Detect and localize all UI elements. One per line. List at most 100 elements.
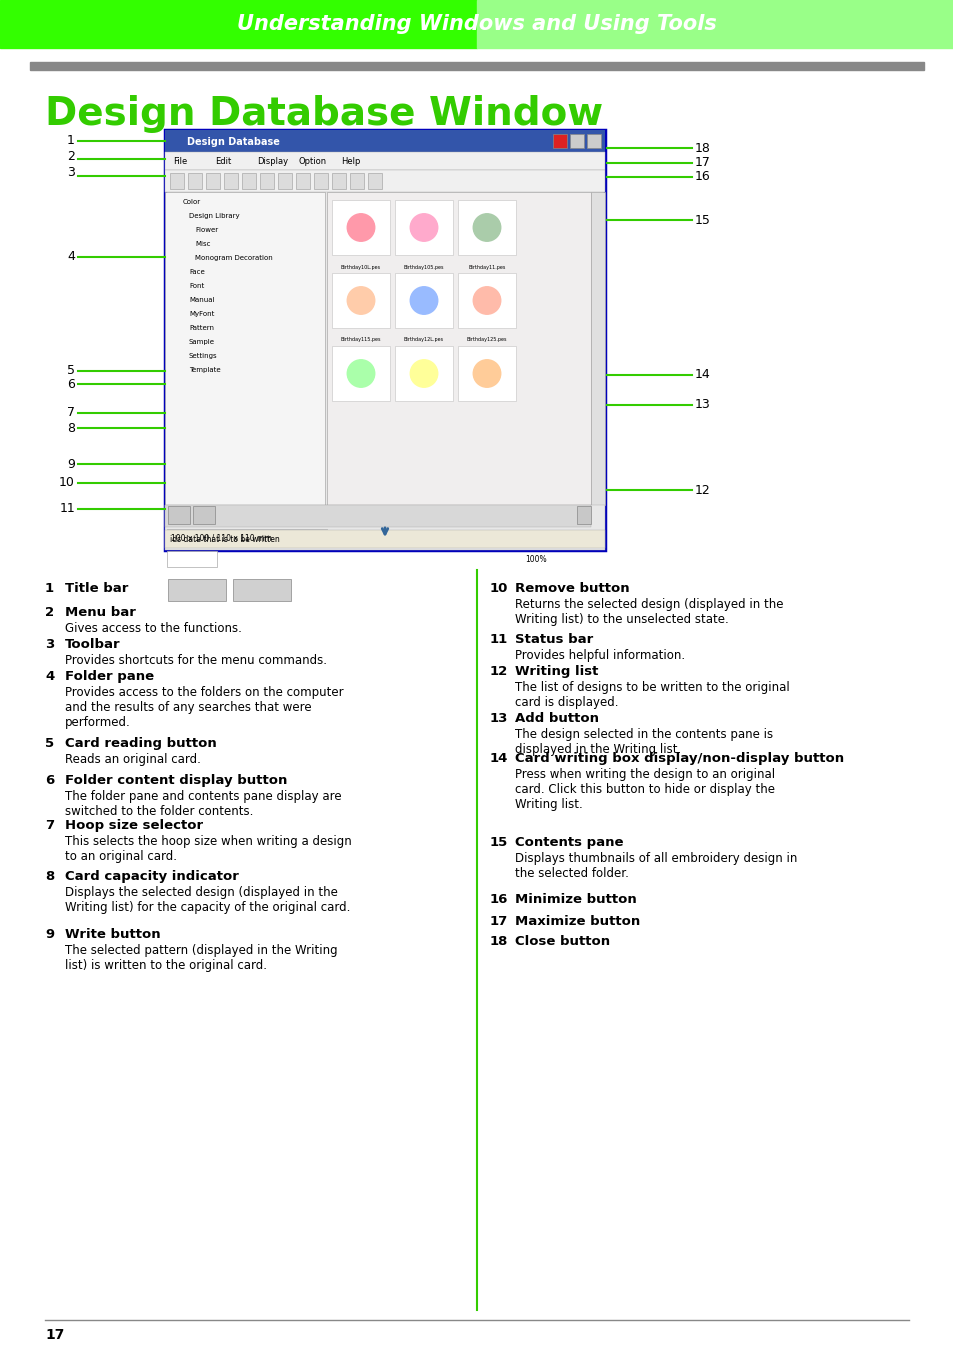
- Text: Contents pane: Contents pane: [515, 836, 623, 849]
- Text: 1: 1: [67, 133, 75, 147]
- Text: Misc: Misc: [194, 241, 211, 247]
- Text: Menu bar: Menu bar: [65, 607, 135, 619]
- Text: The list of designs to be written to the original
card is displayed.: The list of designs to be written to the…: [515, 681, 789, 709]
- Bar: [206, 173, 220, 189]
- Text: 8: 8: [45, 869, 54, 883]
- Text: 100%: 100%: [524, 555, 546, 565]
- Text: ids data that is to be written: ids data that is to be written: [170, 535, 279, 543]
- Bar: [224, 173, 237, 189]
- Bar: [350, 173, 364, 189]
- Text: 7: 7: [67, 407, 75, 419]
- Text: The design selected in the contents pane is
displayed in the Writing list.: The design selected in the contents pane…: [515, 728, 772, 756]
- Text: 4: 4: [67, 251, 75, 263]
- Text: 13: 13: [490, 712, 508, 725]
- Text: Birthday10L.pes: Birthday10L.pes: [340, 264, 380, 270]
- Text: Template: Template: [189, 367, 220, 373]
- Text: Help: Help: [340, 158, 360, 167]
- Text: Remove button: Remove button: [515, 582, 629, 594]
- Bar: [188, 173, 202, 189]
- Bar: [314, 173, 328, 189]
- Text: Flower: Flower: [194, 226, 218, 233]
- Text: Edit: Edit: [214, 158, 231, 167]
- Text: 4: 4: [45, 670, 54, 683]
- Bar: [569, 133, 583, 148]
- Bar: [332, 173, 346, 189]
- Text: Toolbar: Toolbar: [65, 638, 120, 651]
- Bar: [590, 191, 604, 506]
- Text: 13: 13: [695, 399, 710, 411]
- Text: 2: 2: [45, 607, 54, 619]
- Text: 11: 11: [59, 503, 75, 515]
- Text: Card capacity indicator: Card capacity indicator: [65, 869, 238, 883]
- Text: 17: 17: [45, 1328, 64, 1343]
- Bar: [586, 133, 600, 148]
- Text: 5: 5: [45, 737, 54, 749]
- Text: Font: Font: [189, 283, 204, 288]
- Text: 14: 14: [490, 752, 508, 766]
- Text: This selects the hoop size when writing a design
to an original card.: This selects the hoop size when writing …: [65, 834, 352, 863]
- Bar: [260, 173, 274, 189]
- Text: Reads an original card.: Reads an original card.: [65, 754, 201, 766]
- Text: Gives access to the functions.: Gives access to the functions.: [65, 621, 242, 635]
- Bar: [242, 173, 255, 189]
- Bar: [165, 152, 604, 170]
- Circle shape: [410, 360, 437, 387]
- Text: 11: 11: [490, 634, 508, 646]
- Bar: [165, 129, 604, 550]
- Bar: [165, 506, 590, 527]
- Text: Folder pane: Folder pane: [65, 670, 154, 683]
- Bar: [332, 346, 390, 400]
- Bar: [167, 551, 216, 568]
- Text: 16: 16: [490, 892, 508, 906]
- Text: Close button: Close button: [515, 936, 610, 948]
- Text: Writing list: Writing list: [515, 665, 598, 678]
- Bar: [168, 580, 226, 601]
- Text: Display: Display: [256, 158, 288, 167]
- Text: Birthday125.pes: Birthday125.pes: [466, 337, 507, 342]
- Bar: [577, 506, 590, 524]
- Text: Maximize button: Maximize button: [515, 915, 639, 927]
- Text: Status bar: Status bar: [515, 634, 593, 646]
- Text: The folder pane and contents pane display are
switched to the folder contents.: The folder pane and contents pane displa…: [65, 790, 341, 818]
- Text: 3: 3: [45, 638, 54, 651]
- Text: Card reading button: Card reading button: [65, 737, 216, 749]
- Bar: [0, 0, 476, 49]
- Text: Minimize button: Minimize button: [515, 892, 636, 906]
- Text: Birthday12L.pes: Birthday12L.pes: [403, 337, 443, 342]
- Text: 8: 8: [67, 422, 75, 434]
- Text: 9: 9: [67, 457, 75, 470]
- Text: Card writing box display/non-display button: Card writing box display/non-display but…: [515, 752, 843, 766]
- Bar: [457, 200, 516, 255]
- Text: 15: 15: [490, 836, 508, 849]
- Bar: [368, 173, 381, 189]
- Text: Design Database: Design Database: [187, 137, 279, 147]
- Text: Birthday115.pes: Birthday115.pes: [340, 337, 381, 342]
- Circle shape: [347, 360, 375, 387]
- Text: Folder content display button: Folder content display button: [65, 774, 287, 787]
- Bar: [165, 191, 325, 506]
- Text: 17: 17: [490, 915, 508, 927]
- Bar: [277, 173, 292, 189]
- Text: Option: Option: [298, 158, 327, 167]
- Text: Pattern: Pattern: [189, 325, 213, 332]
- Text: Provides helpful information.: Provides helpful information.: [515, 648, 684, 662]
- Text: Color: Color: [183, 200, 201, 205]
- Circle shape: [473, 214, 500, 241]
- Text: Design Database Window: Design Database Window: [45, 94, 602, 133]
- Text: 100 x 100 / 110 x 110 mm: 100 x 100 / 110 x 110 mm: [171, 534, 272, 542]
- Bar: [165, 129, 604, 152]
- Text: Face: Face: [189, 270, 205, 275]
- Text: MyFont: MyFont: [189, 311, 214, 317]
- Bar: [332, 200, 390, 255]
- Bar: [476, 0, 953, 49]
- Text: 10: 10: [59, 476, 75, 489]
- Text: Birthday11.pes: Birthday11.pes: [468, 264, 505, 270]
- Text: Displays thumbnails of all embroidery design in
the selected folder.: Displays thumbnails of all embroidery de…: [515, 852, 797, 880]
- Text: Returns the selected design (displayed in the
Writing list) to the unselected st: Returns the selected design (displayed i…: [515, 599, 782, 625]
- Text: Add button: Add button: [515, 712, 598, 725]
- Bar: [165, 170, 604, 191]
- Circle shape: [473, 360, 500, 387]
- Text: The selected pattern (displayed in the Writing
list) is written to the original : The selected pattern (displayed in the W…: [65, 944, 337, 972]
- Text: 14: 14: [695, 368, 710, 381]
- Text: Title bar: Title bar: [65, 582, 129, 594]
